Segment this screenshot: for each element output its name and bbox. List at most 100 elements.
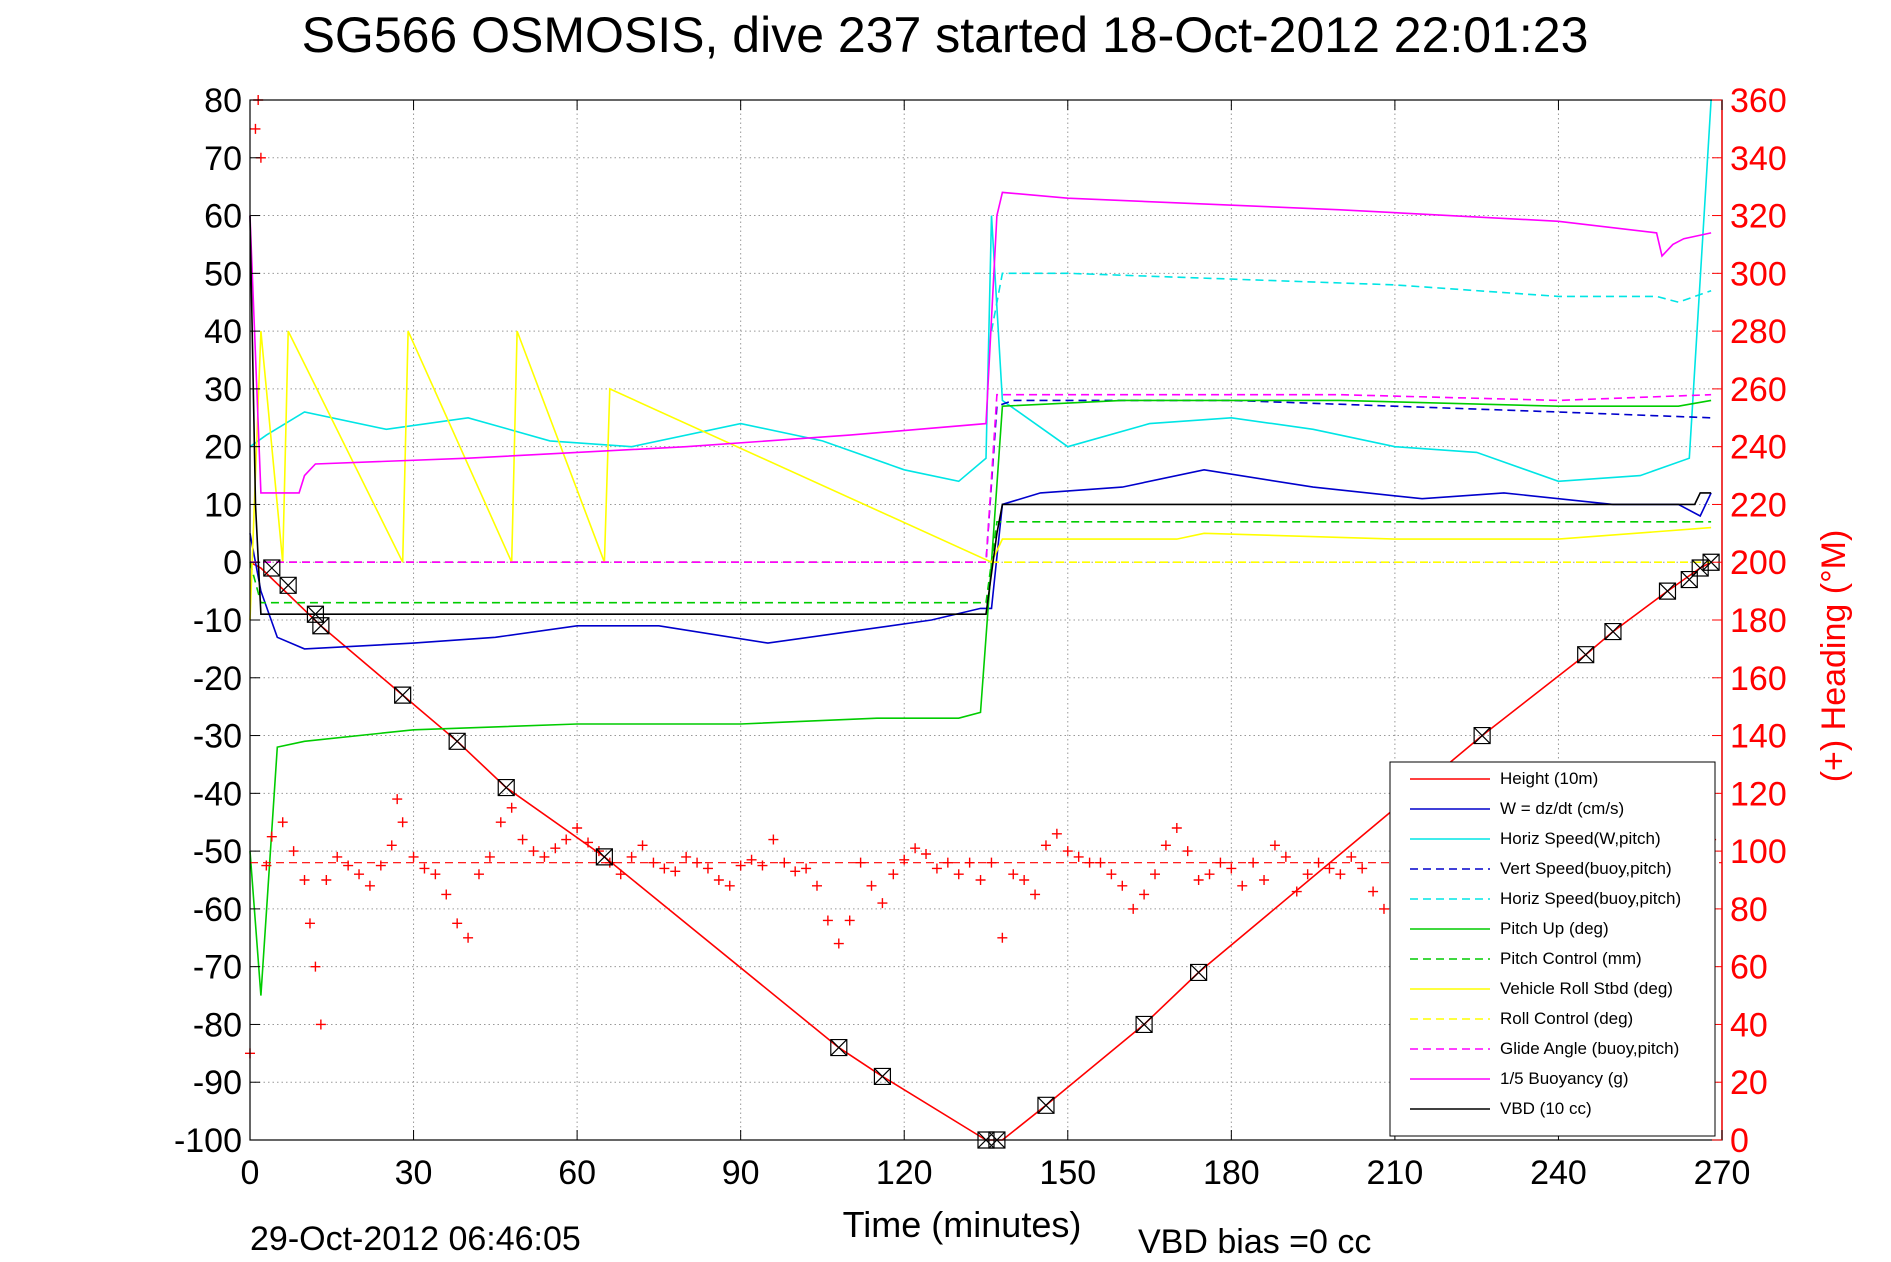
y-tick-label: -40 [193,775,242,813]
heading-point [659,863,670,874]
y-tick-label-right: 320 [1730,198,1787,236]
heading-point [266,831,277,842]
heading-point [539,851,550,862]
y-tick-label: 50 [204,255,242,293]
x-tick-label: 240 [1530,1154,1587,1192]
heading-point [811,880,822,891]
x-tick-label: 180 [1203,1154,1260,1192]
heading-point [1128,903,1139,914]
heading-point [277,817,288,828]
series-pitch-control-mm [249,520,1712,604]
legend-label: W = dz/dt (cm/s) [1500,799,1624,818]
y-tick-label: 30 [204,371,242,409]
y-tick-label: -70 [193,949,242,987]
y-tick-label-right: 200 [1730,544,1787,582]
heading-point [572,823,583,833]
x-tick-label: 0 [241,1154,260,1192]
legend: Height (10m) W = dz/dt (cm/s) Horiz Speed(… [1389,761,1716,1137]
chart-title: SG566 OSMOSIS, dive 237 started 18-Oct-2… [302,7,1589,63]
heading-point [1008,869,1019,880]
legend-label: Vert Speed(buoy,pitch) [1500,859,1672,878]
heading-point [321,875,332,885]
legend-label: Pitch Up (deg) [1500,919,1609,938]
heading-point [986,857,997,868]
heading-point [1302,869,1313,880]
heading-point [250,123,261,134]
heading-point [1150,869,1161,880]
heading-point [692,857,703,868]
heading-point [517,834,528,845]
heading-point [484,851,495,862]
y-tick-label: -90 [193,1064,242,1102]
heading-point [430,869,441,880]
heading-point [702,863,713,874]
heading-point [822,915,833,926]
heading-point [261,860,272,871]
heading-point [1019,875,1030,885]
heading-point [735,860,746,871]
y-tick-label-right: 240 [1730,429,1787,467]
heading-point [1335,869,1346,880]
heading-point [681,851,692,862]
heading-point [1368,886,1379,897]
y-tick-label: -100 [174,1122,242,1160]
heading-point [942,857,953,868]
gc-marker [1037,1096,1055,1114]
heading-point [1160,840,1171,851]
heading-point [473,869,484,880]
y-tick-label: -80 [193,1006,242,1044]
heading-point [561,834,572,845]
y-tick-label: -60 [193,891,242,929]
y-tick-label: 80 [204,82,242,120]
gc-marker [1473,726,1491,745]
y-tick-label: 20 [204,429,242,467]
gc-marker [263,559,281,577]
y-tick-label-right: 0 [1730,1122,1749,1160]
gc-marker [1577,646,1595,664]
heading-point [1095,857,1106,868]
gc-marker [394,686,412,704]
y-tick-label-right: 140 [1730,718,1787,756]
heading-point [779,857,790,868]
series-1-5-buoyancy-g [249,191,1712,494]
heading-point [392,794,403,805]
x-tick-label: 60 [558,1154,596,1192]
heading-point [1193,875,1204,885]
heading-point [931,863,942,874]
heading-point [1248,857,1259,868]
heading-point [332,851,343,862]
heading-point [637,840,648,851]
heading-point [921,849,932,859]
heading-point [528,846,539,857]
heading-point [910,843,921,854]
y-tick-label: 70 [204,140,242,178]
legend-label: Horiz Speed(W,pitch) [1500,829,1661,848]
y-tick-label: -50 [193,833,242,871]
heading-point [1280,851,1291,862]
heading-point [953,869,964,880]
heading-point [615,869,626,880]
legend-label: Roll Control (deg) [1500,1009,1633,1028]
x-tick-label: 120 [876,1154,933,1192]
heading-point [1117,880,1128,891]
heading-point [408,851,419,862]
y-tick-label-right: 120 [1730,775,1787,813]
heading-point [768,834,779,845]
x-ticks: 0 30 60 90 120 150 180 210 240 270 [241,100,1750,1192]
y-tick-label: -10 [193,602,242,640]
heading-point [899,854,910,865]
x-tick-label: 90 [722,1154,760,1192]
y-tick-label: -30 [193,718,242,756]
heading-point [1215,857,1226,868]
heading-point [1030,889,1041,900]
series-layer [249,99,1712,1141]
x-axis-label: Time (minutes) [843,1204,1082,1245]
y-tick-label-right: 300 [1730,255,1787,293]
gc-marker [1190,963,1208,982]
heading-point [315,1019,326,1030]
heading-point [1106,869,1117,880]
heading-point [757,860,768,871]
legend-box [1389,761,1716,1137]
heading-point [288,846,299,857]
